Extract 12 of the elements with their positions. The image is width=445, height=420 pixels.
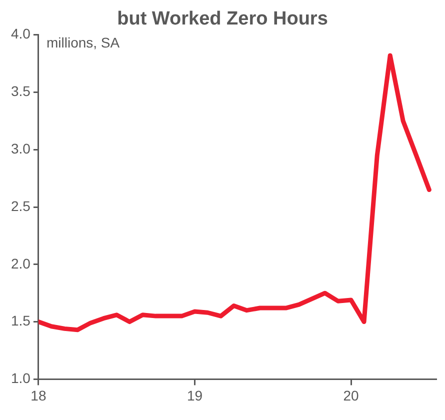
y-tick-label: 1.0 — [10, 370, 31, 386]
chart-title: but Worked Zero Hours — [117, 8, 328, 30]
y-tick-label: 2.5 — [10, 198, 31, 214]
y-tick-label: 4.0 — [10, 26, 31, 42]
y-tick-label: 3.5 — [10, 83, 31, 100]
x-tick-label: 19 — [186, 387, 203, 404]
y-tick-label: 2.0 — [10, 255, 31, 272]
x-tick-label: 18 — [30, 387, 46, 404]
x-tick-label: 20 — [343, 387, 360, 404]
annotation: millions, SA — [46, 34, 120, 51]
y-tick-label: 1.5 — [10, 312, 31, 329]
y-tick-label: 3.0 — [10, 140, 31, 156]
